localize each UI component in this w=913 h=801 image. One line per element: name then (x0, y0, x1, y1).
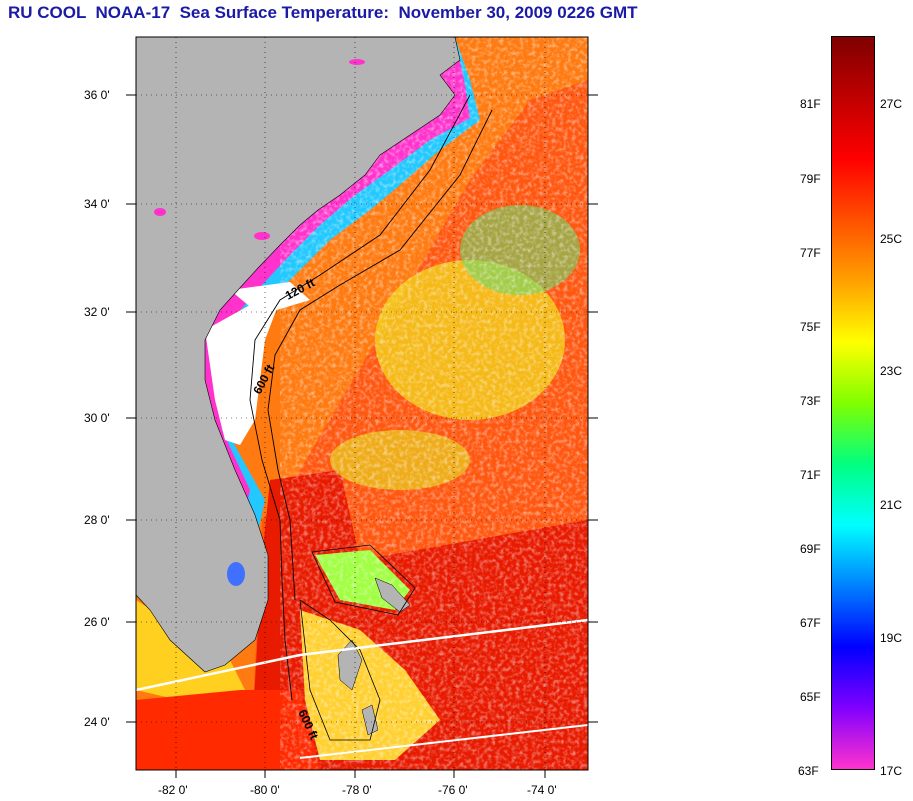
colorbar-f-label: 77F (800, 246, 821, 260)
island (361, 704, 379, 736)
lat-label: 26 0' (84, 615, 110, 629)
colorbar-c-label: 27C (880, 97, 903, 111)
lat-label: 36 0' (84, 88, 110, 102)
colorbar-f-label: 65F (800, 690, 821, 704)
colorbar-f-label: 81F (800, 97, 821, 111)
isobath-120ft (249, 94, 471, 701)
colorbar-f-label: 63F (798, 764, 819, 778)
florida-straits (136, 690, 320, 770)
colorbar-f-label: 75F (800, 320, 821, 334)
temperature-colorbar (831, 36, 875, 770)
inland-lake (349, 59, 365, 65)
inland-lake (254, 232, 270, 240)
swath-edge-line (299, 724, 588, 759)
map-title: RU COOL NOAA-17 Sea Surface Temperature:… (8, 3, 638, 22)
lon-label: -76 0' (438, 783, 468, 797)
colorbar-c-label: 19C (880, 631, 903, 645)
cloud-patch-sc (230, 282, 310, 315)
bank-contour (299, 599, 381, 741)
colorbar-f-label: 67F (800, 616, 821, 630)
colorbar-f-label: 73F (800, 394, 821, 408)
lat-label: 34 0' (84, 197, 110, 211)
land-mass (136, 37, 461, 673)
lat-label: 28 0' (84, 513, 110, 527)
lat-label: 30 0' (84, 411, 110, 425)
inland-lake (154, 208, 166, 216)
swath-edge-line (136, 618, 588, 692)
colorbar-f-label: 71F (800, 468, 821, 482)
graticule (136, 37, 588, 770)
isobath-600ft (267, 109, 493, 601)
colorbar-f-label: 79F (800, 172, 821, 186)
lat-label: 32 0' (84, 305, 110, 319)
lon-label: -80 0' (250, 783, 280, 797)
map-frame (135, 36, 589, 771)
colorbar-c-label: 23C (880, 364, 903, 378)
lon-label: -82 0' (158, 783, 188, 797)
andros-island (337, 639, 363, 691)
colorbar-c-label: 21C (880, 498, 903, 512)
axis-ticks (126, 94, 598, 778)
grand-bahama-island (374, 577, 411, 613)
lake-okeechobee (227, 562, 245, 586)
colorbar-c-label: 17C (880, 764, 903, 778)
colorbar-c-label: 25C (880, 232, 903, 246)
cloud-patch-georgia (205, 300, 280, 445)
bank-contour (311, 544, 416, 616)
colorbar-f-label: 69F (800, 542, 821, 556)
lon-label: -78 0' (342, 783, 372, 797)
lon-label: -74 0' (527, 783, 557, 797)
lat-label: 24 0' (84, 715, 110, 729)
